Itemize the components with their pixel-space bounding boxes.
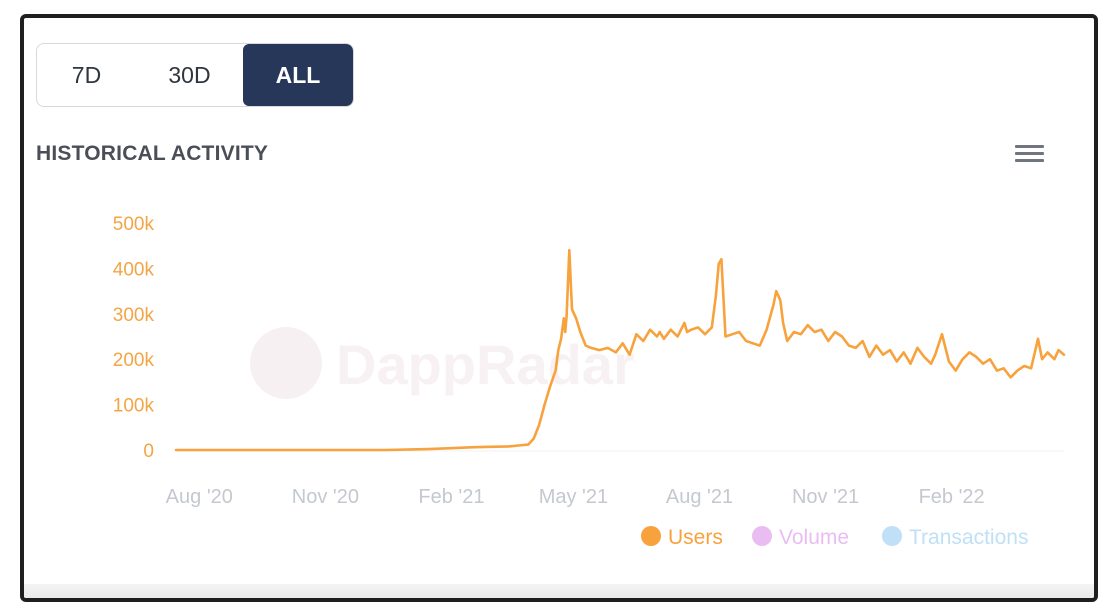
range-button-30d[interactable]: 30D bbox=[168, 61, 211, 88]
activity-chart: DappRadar 0 100k 200k 300k 400k 500k Aug '20 Nov… bbox=[113, 214, 1066, 549]
y-tick-label: 200k bbox=[113, 350, 155, 371]
legend-item-transactions[interactable]: Transactions bbox=[882, 526, 1028, 549]
legend-item-volume[interactable]: Volume bbox=[752, 526, 849, 549]
chart-card: 7D 30D ALL HISTORICAL ACTIVITY DappRadar… bbox=[20, 14, 1098, 602]
x-tick-label: Aug '20 bbox=[166, 486, 233, 508]
chart-title: HISTORICAL ACTIVITY bbox=[36, 142, 269, 165]
legend-dot-transactions bbox=[882, 526, 902, 546]
range-button-7d[interactable]: 7D bbox=[71, 61, 102, 88]
range-button-all[interactable]: ALL bbox=[243, 44, 353, 106]
y-tick-label: 100k bbox=[113, 396, 155, 417]
x-tick-label: Aug '21 bbox=[666, 486, 733, 508]
x-tick-label: May '21 bbox=[539, 486, 608, 508]
y-tick-label: 500k bbox=[113, 214, 155, 235]
svg-text:DappRadar: DappRadar bbox=[336, 333, 635, 396]
x-tick-label: Nov '21 bbox=[792, 486, 859, 508]
series-line-users bbox=[174, 248, 1066, 452]
legend-label: Transactions bbox=[909, 526, 1028, 549]
y-tick-label: 400k bbox=[113, 259, 155, 280]
legend-dot-users bbox=[641, 526, 661, 546]
x-tick-label: Nov '20 bbox=[292, 486, 359, 508]
watermark: DappRadar bbox=[250, 327, 635, 399]
y-tick-label: 0 bbox=[143, 441, 154, 462]
legend-item-users[interactable]: Users bbox=[641, 526, 723, 549]
time-range-selector: 7D 30D ALL bbox=[36, 43, 354, 107]
x-tick-label: Feb '22 bbox=[919, 486, 985, 508]
legend-label: Volume bbox=[779, 526, 849, 549]
cropped-footer-strip bbox=[24, 584, 1094, 598]
legend-dot-volume bbox=[752, 526, 772, 546]
x-tick-label: Feb '21 bbox=[418, 486, 484, 508]
hamburger-menu-icon[interactable] bbox=[1014, 141, 1046, 167]
y-tick-label: 300k bbox=[113, 305, 155, 326]
legend-label: Users bbox=[668, 526, 723, 549]
